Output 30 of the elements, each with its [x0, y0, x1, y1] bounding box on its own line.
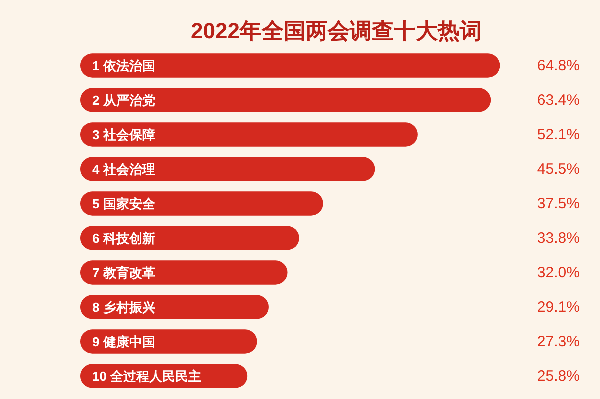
bar — [80, 122, 418, 147]
data-label: 64.8% — [537, 57, 580, 74]
bar — [80, 260, 288, 285]
data-label: 45.5% — [537, 160, 580, 178]
data-label: 63.4% — [537, 92, 580, 109]
data-label: 32.0% — [537, 264, 580, 282]
bar — [80, 88, 492, 112]
data-label: 37.5% — [537, 195, 580, 212]
bar — [80, 295, 269, 320]
bar — [80, 330, 258, 354]
y-tick-label: 7 教育改革 — [92, 265, 156, 280]
y-tick-label: 5 国家安全 — [92, 196, 156, 212]
data-label: 29.1% — [537, 298, 580, 316]
y-tick-label: 9 健康中国 — [92, 334, 156, 350]
y-tick-label: 6 科技创新 — [92, 230, 156, 246]
y-tick-label: 8 乡村振兴 — [92, 300, 156, 315]
y-tick-label: 4 社会治理 — [92, 162, 156, 177]
bar — [80, 226, 300, 250]
data-label: 25.8% — [537, 368, 580, 385]
bar — [80, 54, 500, 78]
y-tick-label: 2 从严治党 — [92, 92, 156, 108]
data-label: 33.8% — [537, 230, 580, 247]
bar — [80, 157, 376, 182]
y-tick-label: 10 全过程人民民主 — [92, 368, 202, 384]
data-label: 27.3% — [537, 333, 580, 350]
chart-title: 2022年全国两会调查十大热词 — [191, 18, 482, 44]
bar — [80, 192, 324, 216]
data-label: 52.1% — [537, 126, 580, 144]
y-tick-label: 1 依法治国 — [92, 58, 156, 74]
y-tick-label: 3 社会保障 — [92, 127, 156, 142]
